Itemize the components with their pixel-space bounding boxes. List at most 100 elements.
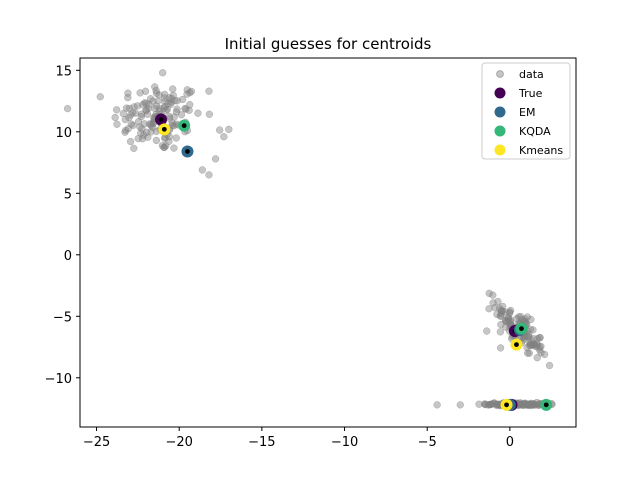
data-point	[121, 115, 129, 124]
data-point	[172, 134, 180, 142]
centroid-center-dot	[514, 342, 519, 347]
data-point	[513, 315, 521, 323]
data-point	[496, 344, 505, 352]
data-point	[112, 106, 121, 114]
legend-label-kqda: KQDA	[519, 125, 551, 138]
legend-marker-data	[496, 70, 504, 78]
data-point	[532, 401, 540, 409]
data-point	[164, 100, 172, 108]
centroid-center-dot	[185, 149, 190, 154]
y-axis: −10 −5 0 5 10 15	[45, 64, 80, 387]
x-tick-label: 0	[506, 435, 514, 450]
data-point	[220, 133, 228, 141]
data-point	[485, 305, 493, 313]
data-point	[130, 144, 138, 152]
data-point	[142, 106, 150, 115]
data-point	[142, 128, 151, 136]
data-point	[525, 400, 533, 408]
data-point	[146, 95, 155, 103]
data-point	[540, 350, 549, 359]
data-point	[124, 89, 132, 97]
data-point	[484, 401, 493, 409]
data-point	[494, 297, 502, 306]
x-tick-label: −10	[331, 435, 358, 450]
data-point	[161, 94, 169, 102]
data-point	[491, 304, 499, 312]
data-point	[122, 104, 131, 112]
x-tick-label: −20	[165, 435, 192, 450]
data-point	[126, 137, 135, 146]
data-point	[177, 111, 186, 119]
data-point	[185, 106, 193, 115]
centroid-markers	[155, 113, 553, 411]
data-point	[165, 137, 173, 146]
data-point	[137, 129, 145, 137]
data-point	[501, 317, 510, 325]
data-point	[142, 99, 150, 107]
data-point	[205, 110, 213, 118]
legend-label-kmeans: Kmeans	[519, 144, 563, 157]
centroid-center-dot	[504, 402, 509, 408]
data-point	[159, 69, 167, 77]
legend-box	[481, 62, 571, 160]
x-tick-label: −25	[83, 435, 110, 450]
legend-marker-em	[494, 106, 506, 118]
data-point	[63, 104, 72, 113]
data-point	[147, 120, 155, 128]
data-point	[517, 400, 525, 409]
data-point	[225, 125, 233, 133]
data-point	[523, 313, 532, 321]
data-point	[517, 312, 525, 321]
data-point	[489, 299, 497, 307]
data-point	[131, 109, 140, 117]
x-axis: −25 −20 −15 −10 −5 0	[83, 427, 514, 450]
data-point	[156, 104, 164, 113]
data-point	[170, 113, 178, 121]
y-tick-label: 10	[55, 126, 72, 141]
legend-marker-kmeans	[494, 144, 506, 156]
x-tick-label: −15	[248, 435, 275, 450]
data-point	[506, 308, 514, 316]
centroid-center-dot	[158, 117, 164, 122]
data-point	[215, 126, 224, 134]
data-point	[134, 134, 142, 143]
data-point	[536, 346, 544, 354]
legend: data True EM KQDA Kmeans	[481, 62, 571, 160]
data-point	[133, 102, 142, 110]
data-point	[198, 166, 206, 174]
data-point	[143, 110, 152, 118]
data-point	[533, 354, 541, 362]
data-point	[498, 307, 507, 315]
data-point	[183, 86, 191, 94]
data-point	[536, 343, 544, 351]
data-point	[526, 339, 534, 347]
y-tick-label: −10	[45, 372, 72, 387]
centroid-center-dot	[181, 123, 187, 129]
data-point	[475, 400, 483, 408]
legend-label-true: True	[518, 87, 543, 100]
data-point	[129, 109, 137, 117]
data-point	[141, 87, 150, 95]
data-point	[134, 117, 143, 126]
data-point	[119, 109, 127, 118]
data-point	[113, 120, 121, 128]
data-point	[528, 341, 536, 349]
data-point	[179, 95, 187, 104]
y-tick-label: 15	[55, 64, 72, 79]
data-point	[167, 100, 175, 108]
data-point	[211, 155, 220, 163]
x-tick-label: −5	[418, 435, 437, 450]
data-point	[160, 143, 168, 151]
chart-title: Initial guesses for centroids	[225, 35, 432, 53]
legend-label-data: data	[519, 68, 544, 81]
y-tick-label: 5	[64, 187, 72, 202]
centroid-center-dot	[519, 326, 524, 331]
data-point	[527, 315, 535, 324]
data-point	[490, 399, 499, 407]
data-point	[169, 85, 177, 93]
legend-marker-kqda	[494, 125, 506, 137]
data-point	[136, 89, 144, 97]
data-point	[170, 144, 178, 152]
data-point	[170, 122, 178, 130]
data-point	[530, 335, 538, 343]
